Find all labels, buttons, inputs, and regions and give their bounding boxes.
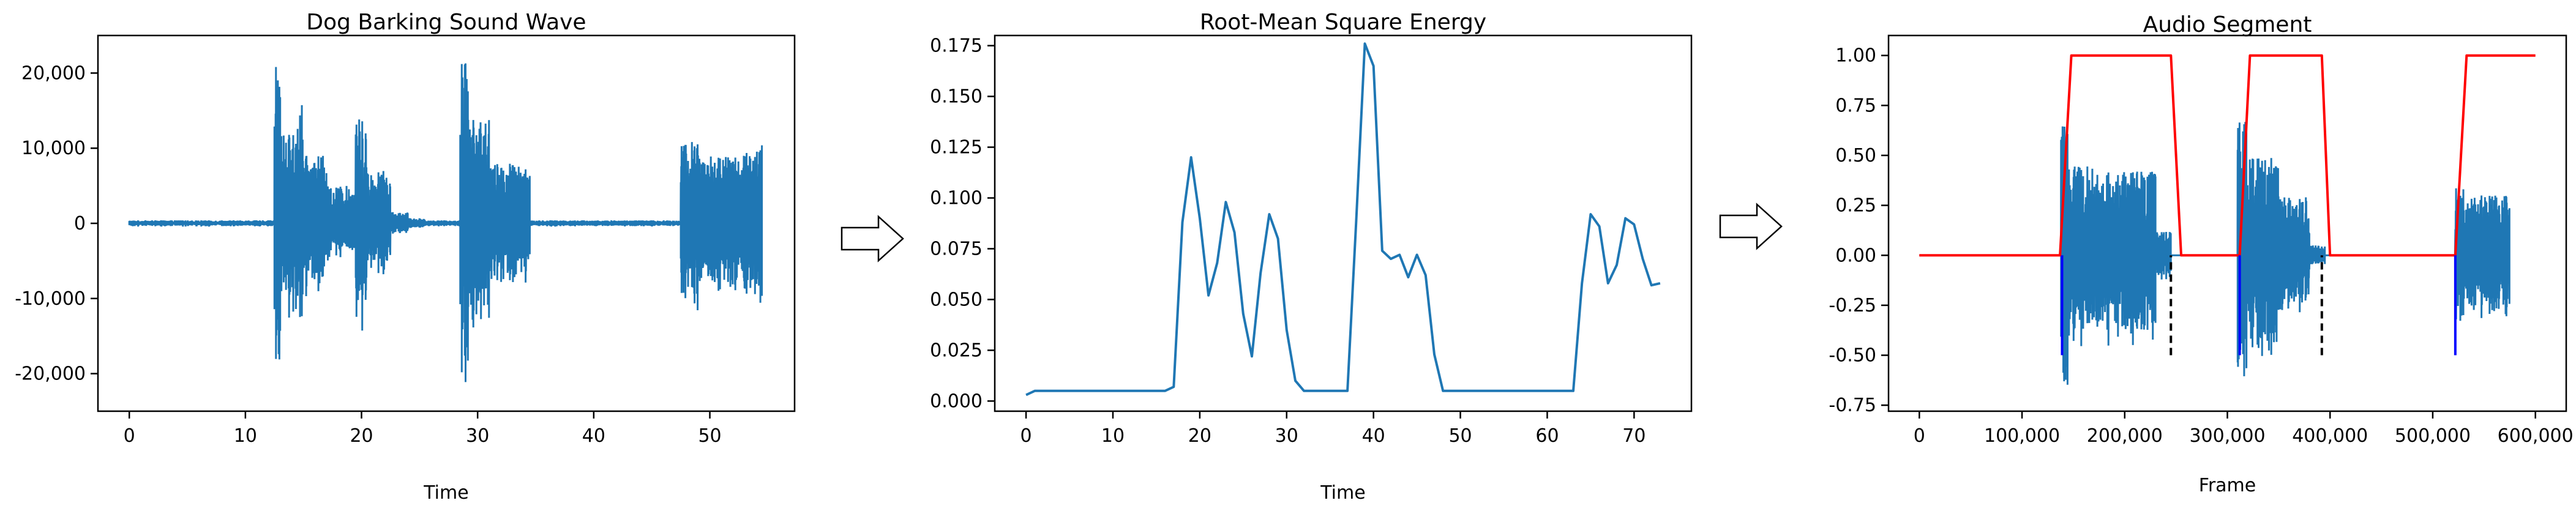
y-tick-label: -10,000 [15,288,86,310]
x-tick-label: 0 [124,425,135,447]
y-tick-label: 20,000 [21,62,86,84]
x-tick-label: 200,000 [2087,425,2163,447]
y-tick-label: 0.25 [1835,195,1876,217]
x-tick-label: 50 [698,425,721,447]
y-tick-label: 0 [74,213,86,234]
y-tick-label: 0.050 [930,289,983,310]
series-waveform [1919,122,2510,385]
y-tick-label: 10,000 [21,138,86,159]
y-tick-label: 0.075 [930,238,983,259]
x-tick-label: 400,000 [2292,425,2368,447]
x-tick-label: 600,000 [2498,425,2574,447]
x-tick-label: 10 [1101,425,1125,447]
x-tick-label: 10 [234,425,257,447]
x-tick-label: 30 [1275,425,1298,447]
x-tick-label: 300,000 [2189,425,2265,447]
chart-panel-sound-wave: 0 10 20 30 40 50 -20,000 -10,000 0 10,000 20,000 Do… [15,10,796,504]
y-tick-label: 0.175 [930,35,983,57]
y-tick-label: 0.150 [930,86,983,108]
chart-panel-rms-energy: 0 10 20 30 40 50 60 70 0.000 0.025 0.050 0.075 0.100… [930,10,1693,504]
y-tick-label: 0.025 [930,340,983,361]
y-tick-label: -0.25 [1829,295,1876,316]
y-tick-label: 0.100 [930,188,983,209]
y-tick-label: -20,000 [15,363,86,385]
x-tick-label: 0 [1914,425,1925,447]
axes-frame [994,34,1693,412]
x-axis-label: Frame [2199,475,2256,496]
y-tick-label: 0.125 [930,137,983,158]
x-tick-label: 40 [582,425,605,447]
y-tick-label: 0.75 [1835,95,1876,116]
x-tick-label: 0 [1020,425,1032,447]
x-tick-label: 500,000 [2395,425,2471,447]
right-arrow-icon [841,215,904,263]
x-tick-label: 20 [1188,425,1211,447]
x-tick-label: 30 [466,425,489,447]
x-axis-label: Time [1320,482,1365,504]
plot-area [1919,54,2536,385]
y-tick-label: 0.00 [1835,245,1876,266]
y-tick-label: 1.00 [1835,45,1876,67]
x-tick-label: 20 [350,425,373,447]
plot-area [128,63,763,382]
chart-title: Audio Segment [2143,12,2312,37]
plot-area [1025,42,1661,397]
chart-title: Dog Barking Sound Wave [306,10,586,35]
y-tick-label: 0.000 [930,390,983,412]
chart-panel-audio-segment: 0 100,000 200,000 300,000 400,000 500,000 600,… [1829,12,2573,496]
x-tick-label: 70 [1622,425,1646,447]
x-tick-label: 60 [1535,425,1559,447]
series-line [1919,54,2536,257]
x-tick-label: 50 [1448,425,1472,447]
y-tick-label: -0.75 [1829,395,1876,416]
y-tick-label: 0.50 [1835,145,1876,166]
y-tick-label: -0.50 [1829,345,1876,367]
x-tick-label: 100,000 [1984,425,2060,447]
x-tick-label: 40 [1362,425,1385,447]
chart-title: Root-Mean Square Energy [1200,10,1486,35]
series-line [1025,42,1661,397]
x-axis-label: Time [423,482,468,504]
series-waveform [128,63,763,382]
right-arrow-icon [1719,203,1783,250]
